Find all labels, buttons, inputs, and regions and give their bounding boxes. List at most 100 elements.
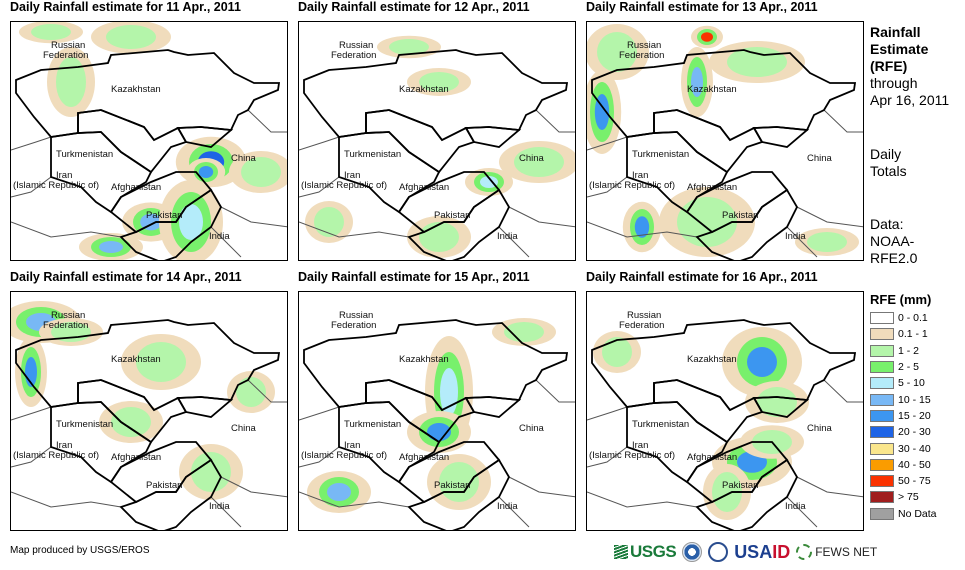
country-label: India: [785, 231, 806, 242]
country-label: Russian: [51, 40, 86, 51]
country-label: Russian: [627, 310, 662, 321]
legend-item: 1 - 2: [870, 343, 937, 359]
minor-border: [587, 109, 863, 258]
panel-title: Daily Rainfall estimate for 15 Apr., 201…: [298, 270, 530, 284]
legend-item: 15 - 20: [870, 408, 937, 424]
rainfall-panel: Daily Rainfall estimate for 12 Apr., 201…: [298, 0, 578, 262]
country-label: Turkmenistan: [56, 149, 114, 160]
rainfall-panel: Daily Rainfall estimate for 14 Apr., 201…: [10, 270, 290, 532]
country-label: Pakistan: [722, 480, 759, 491]
country-label: (Islamic Republic of): [13, 450, 100, 461]
rain-area: [747, 347, 777, 377]
legend-item: 20 - 30: [870, 424, 937, 440]
rain-area: [111, 407, 151, 437]
country-label: Kazakhstan: [111, 354, 161, 365]
country-border: [365, 379, 476, 444]
country-label: Pakistan: [722, 210, 759, 221]
legend-label: 15 - 20: [898, 409, 931, 422]
rainfall-map: Russian Federation Kazakhstan Turkmenistan I…: [298, 291, 576, 531]
rain-area: [236, 377, 266, 407]
rain-area: [389, 39, 429, 55]
map-canvas: [11, 292, 287, 530]
country-label: Kazakhstan: [399, 84, 449, 95]
legend-item: > 75: [870, 489, 937, 505]
country-label: Afghanistan: [111, 182, 162, 193]
country-label: Turkmenistan: [632, 419, 690, 430]
noaa-logo: [682, 542, 703, 562]
rainfall-map: Russian Federation Kazakhstan Turkmenistan I…: [10, 291, 288, 531]
country-border: [464, 126, 522, 148]
country-border: [752, 126, 810, 148]
country-label: China: [519, 153, 544, 164]
legend-label: 0.1 - 1: [898, 328, 928, 341]
rain-area: [514, 147, 564, 177]
country-label: Iran: [56, 170, 73, 181]
country-label: Iran: [632, 440, 649, 451]
note-line: Data:: [870, 216, 904, 232]
legend-label: > 75: [898, 491, 919, 504]
panel-title: Daily Rainfall estimate for 13 Apr., 201…: [586, 0, 818, 14]
legend-swatch: [870, 426, 894, 439]
legend-item: 0 - 0.1: [870, 310, 937, 326]
country-label: China: [231, 423, 256, 434]
country-border: [653, 379, 764, 444]
country-label: India: [497, 231, 518, 242]
rainfall-map: Russian Federation Kazakhstan Turkmenistan I…: [10, 21, 288, 261]
country-label: India: [209, 231, 230, 242]
rain-area: [427, 423, 451, 441]
country-label: Iran: [56, 440, 73, 451]
rain-area: [597, 32, 637, 72]
legend-label: 10 - 15: [898, 393, 931, 406]
country-label: Kazakhstan: [111, 84, 161, 95]
legend-swatch: [870, 377, 894, 390]
legend-item: 0.1 - 1: [870, 326, 937, 342]
rain-area: [677, 197, 737, 247]
legend-item: 2 - 5: [870, 359, 937, 375]
rain-area: [504, 322, 544, 342]
rain-area: [691, 67, 703, 97]
legend-swatch: [870, 507, 894, 520]
legend-swatch: [870, 312, 894, 325]
country-border: [176, 126, 234, 148]
country-label: China: [807, 423, 832, 434]
legend-label: 5 - 10: [898, 377, 925, 390]
panel-title: Daily Rainfall estimate for 12 Apr., 201…: [298, 0, 530, 14]
rainfall-panel: Daily Rainfall estimate for 15 Apr., 201…: [298, 270, 578, 532]
country-border: [365, 109, 476, 174]
rain-area: [99, 241, 123, 253]
country-border: [119, 188, 223, 260]
country-border: [695, 188, 799, 260]
legend-swatch: [870, 409, 894, 422]
country-label: (Islamic Republic of): [13, 180, 100, 191]
minor-border: [11, 109, 287, 258]
legend-label: 2 - 5: [898, 361, 920, 374]
country-label: (Islamic Republic of): [301, 450, 388, 461]
legend-item: 10 - 15: [870, 391, 937, 407]
rain-area: [602, 337, 632, 367]
country-label: Federation: [331, 50, 377, 61]
country-label: (Islamic Republic of): [589, 180, 676, 191]
country-label: Kazakhstan: [687, 354, 737, 365]
country-border: [695, 458, 799, 530]
country-label: Iran: [344, 440, 361, 451]
rain-area: [179, 204, 203, 240]
country-label: Federation: [619, 50, 665, 61]
legend-swatch: [870, 344, 894, 357]
title-line: Estimate: [870, 41, 929, 57]
rain-area: [701, 32, 713, 42]
legend-label: 50 - 75: [898, 475, 931, 488]
country-label: India: [497, 501, 518, 512]
rainfall-panel: Daily Rainfall estimate for 16 Apr., 201…: [586, 270, 866, 532]
country-label: Afghanistan: [687, 182, 738, 193]
title-line: (RFE): [870, 58, 908, 74]
legend-swatch: [870, 458, 894, 471]
legend-swatch: [870, 475, 894, 488]
country-border: [119, 458, 223, 530]
rainfall-map: Russian Federation Kazakhstan Turkmenistan I…: [298, 21, 576, 261]
legend-item: 30 - 40: [870, 440, 937, 456]
country-label: Federation: [43, 50, 89, 61]
rainfall-map: Russian Federation Kazakhstan Turkmenistan I…: [586, 291, 864, 531]
note-line: RFE2.0: [870, 250, 918, 266]
map-canvas: [11, 22, 287, 260]
country-label: Pakistan: [146, 480, 183, 491]
